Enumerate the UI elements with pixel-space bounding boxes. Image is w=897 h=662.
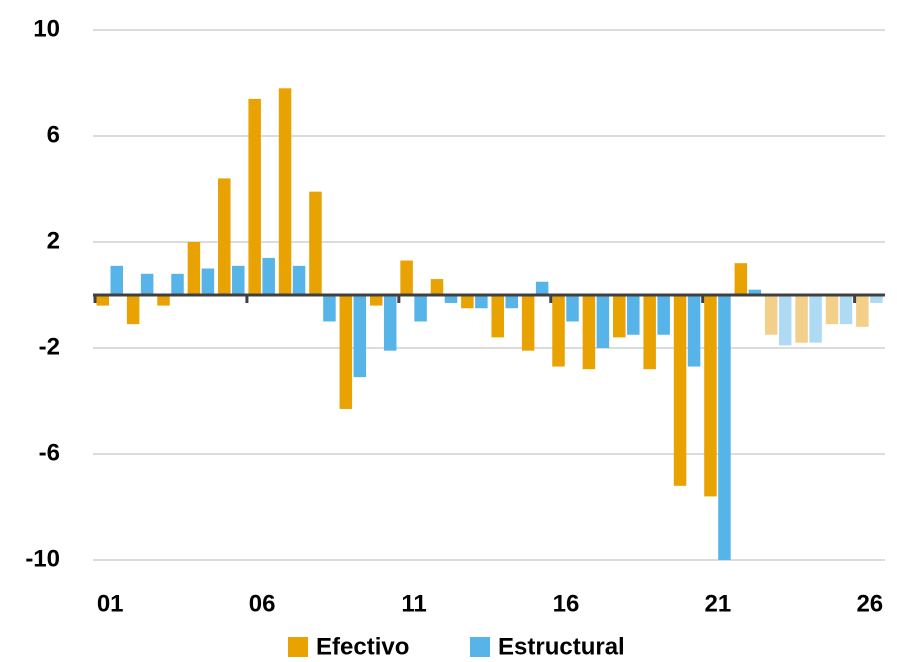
bar (383, 295, 397, 351)
bar (292, 265, 306, 295)
bar (521, 295, 535, 351)
bar (613, 295, 626, 338)
bar (491, 295, 504, 338)
bar (126, 295, 140, 325)
y-tick-label: 10 (33, 15, 60, 42)
bar (475, 295, 488, 309)
bar (96, 295, 109, 306)
bar (369, 295, 383, 306)
bar (856, 295, 869, 327)
bar (201, 268, 215, 295)
bar (718, 295, 731, 560)
bar (110, 265, 123, 295)
bar (505, 295, 518, 309)
bar (414, 295, 427, 322)
y-tick-label: 2 (47, 227, 60, 254)
bar (596, 295, 610, 348)
bar (566, 295, 579, 322)
bar (748, 289, 762, 295)
bar (687, 295, 701, 367)
bar (353, 295, 367, 378)
bar (430, 279, 444, 295)
legend-label: Efectivo (316, 633, 409, 660)
x-tick-label: 06 (249, 590, 276, 617)
x-tick-label: 01 (97, 590, 124, 617)
bar (187, 242, 201, 295)
y-tick-label: -2 (39, 333, 60, 360)
bar (839, 295, 853, 325)
bar (643, 295, 656, 370)
bar (309, 191, 322, 295)
bar (734, 263, 748, 295)
bar (140, 273, 154, 295)
bar (704, 295, 717, 497)
bar (627, 295, 640, 335)
bar (657, 295, 670, 335)
bar (400, 260, 413, 295)
x-tick-label: 16 (553, 590, 580, 617)
bar (444, 295, 458, 303)
bar (171, 273, 184, 295)
y-tick-label: 6 (47, 121, 60, 148)
y-tick-label: -10 (25, 545, 60, 572)
bar (461, 295, 474, 309)
bar (248, 98, 261, 296)
x-tick-label: 21 (705, 590, 732, 617)
bar (809, 295, 822, 343)
bar (582, 295, 596, 370)
legend-label: Estructural (498, 633, 625, 660)
x-tick-label: 26 (856, 590, 883, 617)
legend-swatch (288, 637, 308, 657)
bar (764, 295, 778, 335)
bar (535, 281, 549, 295)
bar (323, 295, 336, 322)
bar (157, 295, 170, 306)
legend-swatch (470, 637, 490, 657)
bar (218, 178, 231, 295)
bar (262, 257, 275, 295)
bar (278, 88, 292, 295)
bar (552, 295, 565, 367)
bar (339, 295, 353, 409)
bar (673, 295, 687, 486)
x-tick-label: 11 (401, 590, 426, 617)
bar (778, 295, 792, 346)
bar (232, 265, 245, 295)
y-tick-label: -6 (39, 439, 60, 466)
bar (870, 295, 883, 303)
bar (825, 295, 839, 325)
bar (795, 295, 808, 343)
